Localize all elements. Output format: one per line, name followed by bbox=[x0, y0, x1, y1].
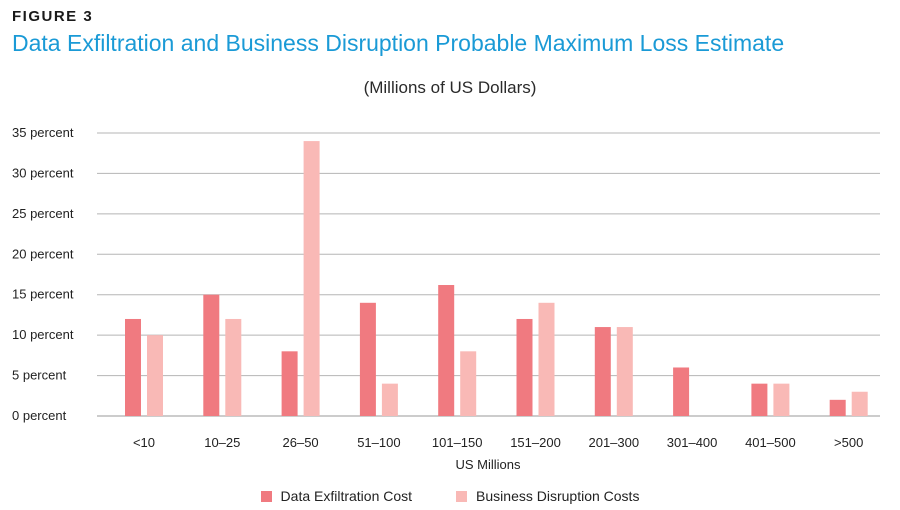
bar-business-disruption bbox=[303, 141, 320, 417]
bar-business-disruption bbox=[773, 383, 790, 416]
bar-data-exfiltration bbox=[203, 294, 220, 416]
x-tick-label: 201–300 bbox=[588, 435, 639, 450]
y-tick-label: 10 percent bbox=[12, 327, 74, 342]
x-axis-title: US Millions bbox=[455, 457, 521, 472]
bar-business-disruption bbox=[225, 318, 242, 416]
legend-item-business-disruption: Business Disruption Costs bbox=[456, 488, 639, 504]
bar-data-exfiltration bbox=[516, 318, 533, 416]
legend-label-data-exfiltration: Data Exfiltration Cost bbox=[280, 488, 413, 504]
y-tick-label: 0 percent bbox=[12, 408, 67, 423]
y-tick-label: 30 percent bbox=[12, 165, 74, 180]
y-tick-label: 15 percent bbox=[12, 287, 74, 302]
chart-plot: 0 percent 5 percent 10 percent 15 percent 20… bbox=[12, 125, 880, 472]
x-tick-label: 101–150 bbox=[432, 435, 483, 450]
x-tick-label: 26–50 bbox=[283, 435, 319, 450]
bar-data-exfiltration bbox=[359, 302, 376, 416]
y-tick-label: 25 percent bbox=[12, 206, 74, 221]
x-tick-label: 51–100 bbox=[357, 435, 400, 450]
legend-label-business-disruption: Business Disruption Costs bbox=[476, 488, 640, 504]
legend-swatch-business-disruption bbox=[456, 490, 468, 502]
bar-data-exfiltration bbox=[751, 383, 768, 416]
y-tick-label: 5 percent bbox=[12, 368, 67, 383]
bar-data-exfiltration bbox=[829, 399, 846, 416]
legend-swatch-data-exfiltration bbox=[260, 490, 272, 502]
y-tick-label: 20 percent bbox=[12, 246, 74, 261]
bar-business-disruption bbox=[616, 327, 633, 416]
chart-title: Data Exfiltration and Business Disruptio… bbox=[12, 30, 785, 56]
bar-data-exfiltration bbox=[125, 318, 141, 416]
x-tick-label: >500 bbox=[834, 435, 863, 450]
x-tick-label: 401–500 bbox=[745, 435, 796, 450]
x-tick-label: 10–25 bbox=[204, 435, 240, 450]
bar-business-disruption bbox=[381, 383, 398, 416]
bar-business-disruption bbox=[538, 302, 555, 416]
bar-business-disruption bbox=[147, 335, 163, 416]
bar-business-disruption bbox=[851, 391, 868, 416]
x-tick-label: <10 bbox=[133, 435, 155, 450]
x-tick-label: 151–200 bbox=[510, 435, 561, 450]
bar-business-disruption bbox=[460, 351, 477, 416]
chart-legend: Data Exfiltration Cost Business Disrupti… bbox=[0, 488, 900, 504]
bar-data-exfiltration bbox=[281, 351, 298, 416]
bar-data-exfiltration bbox=[594, 327, 611, 416]
legend-item-data-exfiltration: Data Exfiltration Cost bbox=[260, 488, 413, 504]
chart-subtitle: (Millions of US Dollars) bbox=[363, 78, 537, 97]
x-tick-label: 301–400 bbox=[667, 435, 718, 450]
bar-data-exfiltration bbox=[673, 367, 690, 416]
y-tick-label: 35 percent bbox=[12, 125, 74, 140]
bar-data-exfiltration bbox=[438, 285, 455, 416]
figure-label: FIGURE 3 bbox=[12, 8, 94, 25]
